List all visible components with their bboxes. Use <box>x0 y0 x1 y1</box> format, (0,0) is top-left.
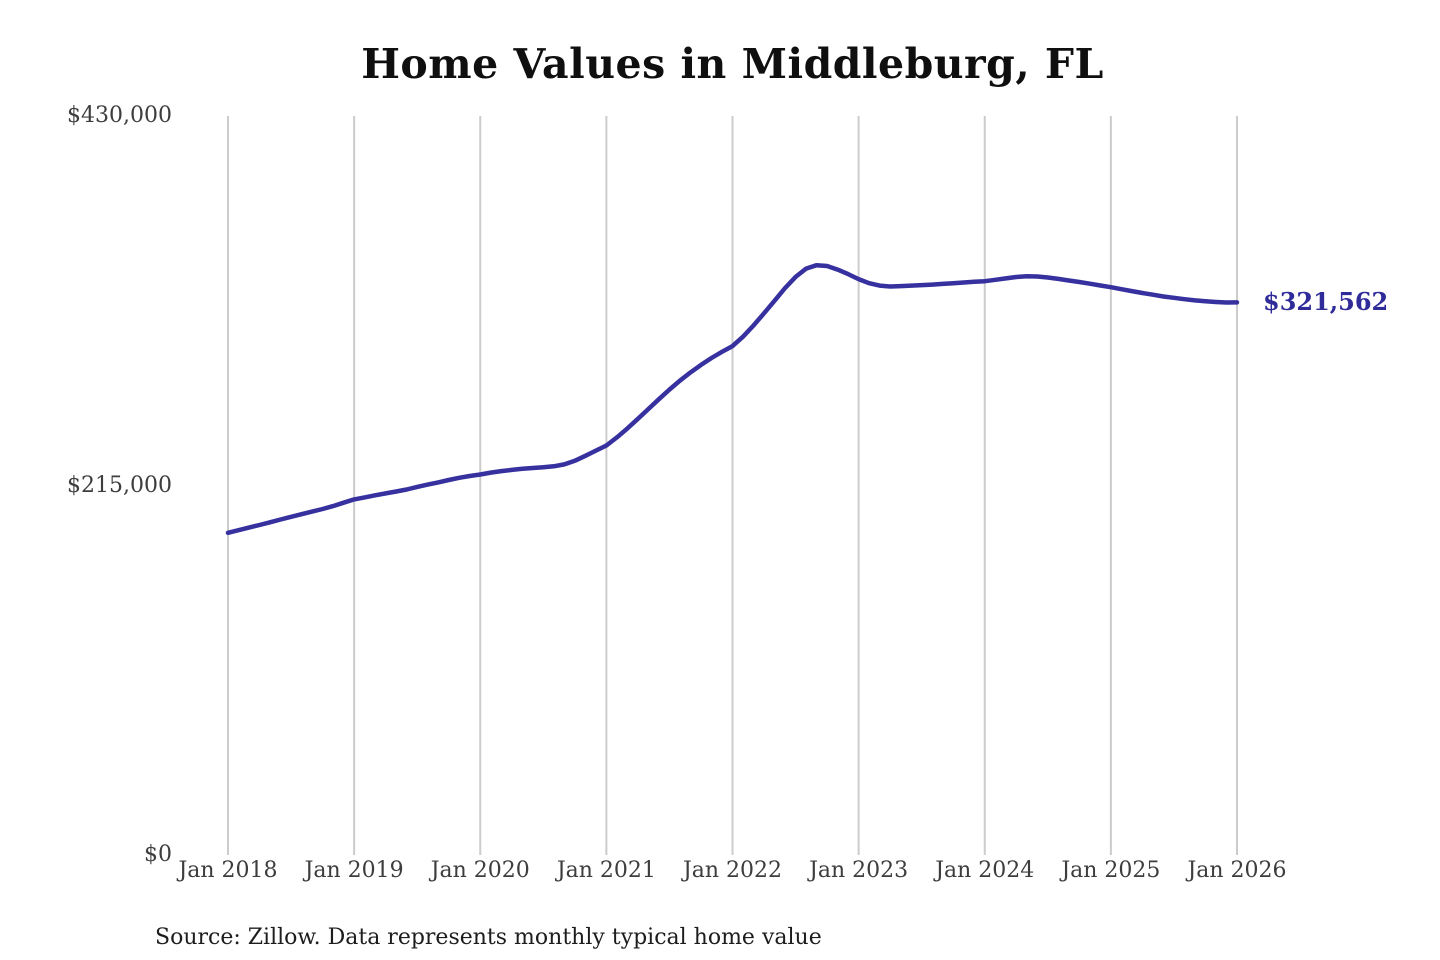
x-tick-label: Jan 2021 <box>556 858 656 883</box>
y-tick-label: $0 <box>144 842 172 867</box>
source-note: Source: Zillow. Data represents monthly … <box>155 925 822 950</box>
x-tick-label: Jan 2022 <box>682 858 783 883</box>
x-tick-label: Jan 2020 <box>430 858 530 883</box>
x-tick-label: Jan 2019 <box>304 858 404 883</box>
y-tick-label: $215,000 <box>67 472 172 498</box>
x-tick-label: Jan 2018 <box>178 858 278 883</box>
x-tick-label: Jan 2023 <box>809 858 909 883</box>
current-value-label: $321,562 <box>1263 287 1389 317</box>
x-tick-label: Jan 2025 <box>1061 858 1161 883</box>
chart-title: Home Values in Middleburg, FL <box>361 40 1104 88</box>
home-value-series-line <box>225 262 1240 536</box>
x-tick-label: Jan 2024 <box>935 858 1035 883</box>
y-tick-label: $430,000 <box>67 103 172 128</box>
x-tick-label: Jan 2026 <box>1187 858 1287 883</box>
